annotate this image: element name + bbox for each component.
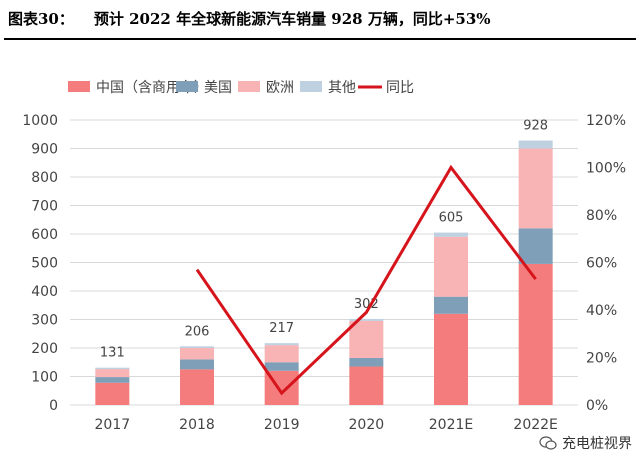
watermark: 充电桩视界 <box>539 433 632 453</box>
total-data-label: 928 <box>523 119 548 134</box>
total-data-label: 605 <box>439 211 464 226</box>
y-tick-label: 300 <box>31 313 58 329</box>
y-tick-label: 0 <box>49 398 58 414</box>
x-tick-label: 2018 <box>179 417 215 433</box>
y2-tick-label: 0% <box>586 398 608 414</box>
total-data-label: 217 <box>269 321 294 336</box>
y2-tick-label: 120% <box>586 113 626 129</box>
bar-usa <box>349 357 384 367</box>
bar-usa <box>95 377 130 383</box>
bar-europe <box>264 345 299 363</box>
bar-china <box>434 313 468 405</box>
bar-europe <box>434 236 468 297</box>
y2-tick-label: 40% <box>586 303 617 319</box>
y-tick-label: 100 <box>31 370 58 386</box>
legend-swatch-other <box>300 81 322 92</box>
legend-swatch-china <box>68 81 90 92</box>
watermark-text: 充电桩视界 <box>562 436 632 452</box>
bar-europe <box>180 348 214 360</box>
y-tick-label: 900 <box>31 142 58 158</box>
bar-europe <box>349 320 384 358</box>
legend-swatch-europe <box>238 81 260 92</box>
figure-title: 图表30： 预计 2022 年全球新能源汽车销量 928 万辆，同比+53% <box>8 8 491 29</box>
x-tick-label: 2017 <box>95 417 131 433</box>
bar-other <box>180 346 214 348</box>
y-tick-label: 200 <box>31 341 58 357</box>
bar-europe <box>518 148 553 229</box>
y2-tick-label: 20% <box>586 351 617 367</box>
y2-tick-label: 60% <box>586 256 617 272</box>
bar-other <box>518 140 553 149</box>
legend-label: 欧洲 <box>266 80 294 96</box>
bar-other <box>264 343 299 346</box>
legend-swatch-usa <box>176 81 198 92</box>
bar-china <box>95 382 130 405</box>
y-tick-label: 800 <box>31 170 58 186</box>
bar-china <box>518 263 553 405</box>
x-tick-label: 2020 <box>349 417 385 433</box>
bar-other <box>95 367 130 370</box>
figure-number: 图表30： <box>8 10 74 28</box>
title-divider <box>4 38 636 40</box>
y-tick-label: 400 <box>31 284 58 300</box>
bar-china <box>349 366 384 405</box>
y-tick-label: 500 <box>31 256 58 272</box>
bar-china <box>180 369 214 405</box>
x-tick-label: 2019 <box>264 417 300 433</box>
y-tick-label: 700 <box>31 199 58 215</box>
bar-europe <box>95 369 130 378</box>
bar-other <box>434 232 468 237</box>
wechat-icon <box>539 436 557 450</box>
figure-title-text: 预计 2022 年全球新能源汽车销量 928 万辆，同比+53% <box>93 10 491 28</box>
x-tick-label: 2021E <box>429 417 473 433</box>
total-data-label: 131 <box>100 346 125 361</box>
bar-usa <box>434 296 468 314</box>
bar-usa <box>180 359 214 370</box>
y-tick-label: 1000 <box>22 113 58 129</box>
legend-label: 其他 <box>328 80 356 96</box>
total-data-label: 206 <box>185 324 210 339</box>
y2-tick-label: 80% <box>586 208 617 224</box>
legend-label: 同比 <box>386 80 414 96</box>
bar-usa <box>518 228 553 264</box>
bar-other <box>349 318 384 321</box>
yoy-line <box>195 164 537 396</box>
y2-tick-label: 100% <box>586 161 626 177</box>
x-tick-label: 2022E <box>513 417 557 433</box>
legend-label: 美国 <box>204 80 232 96</box>
y-tick-label: 600 <box>31 227 58 243</box>
bar-usa <box>264 362 299 371</box>
